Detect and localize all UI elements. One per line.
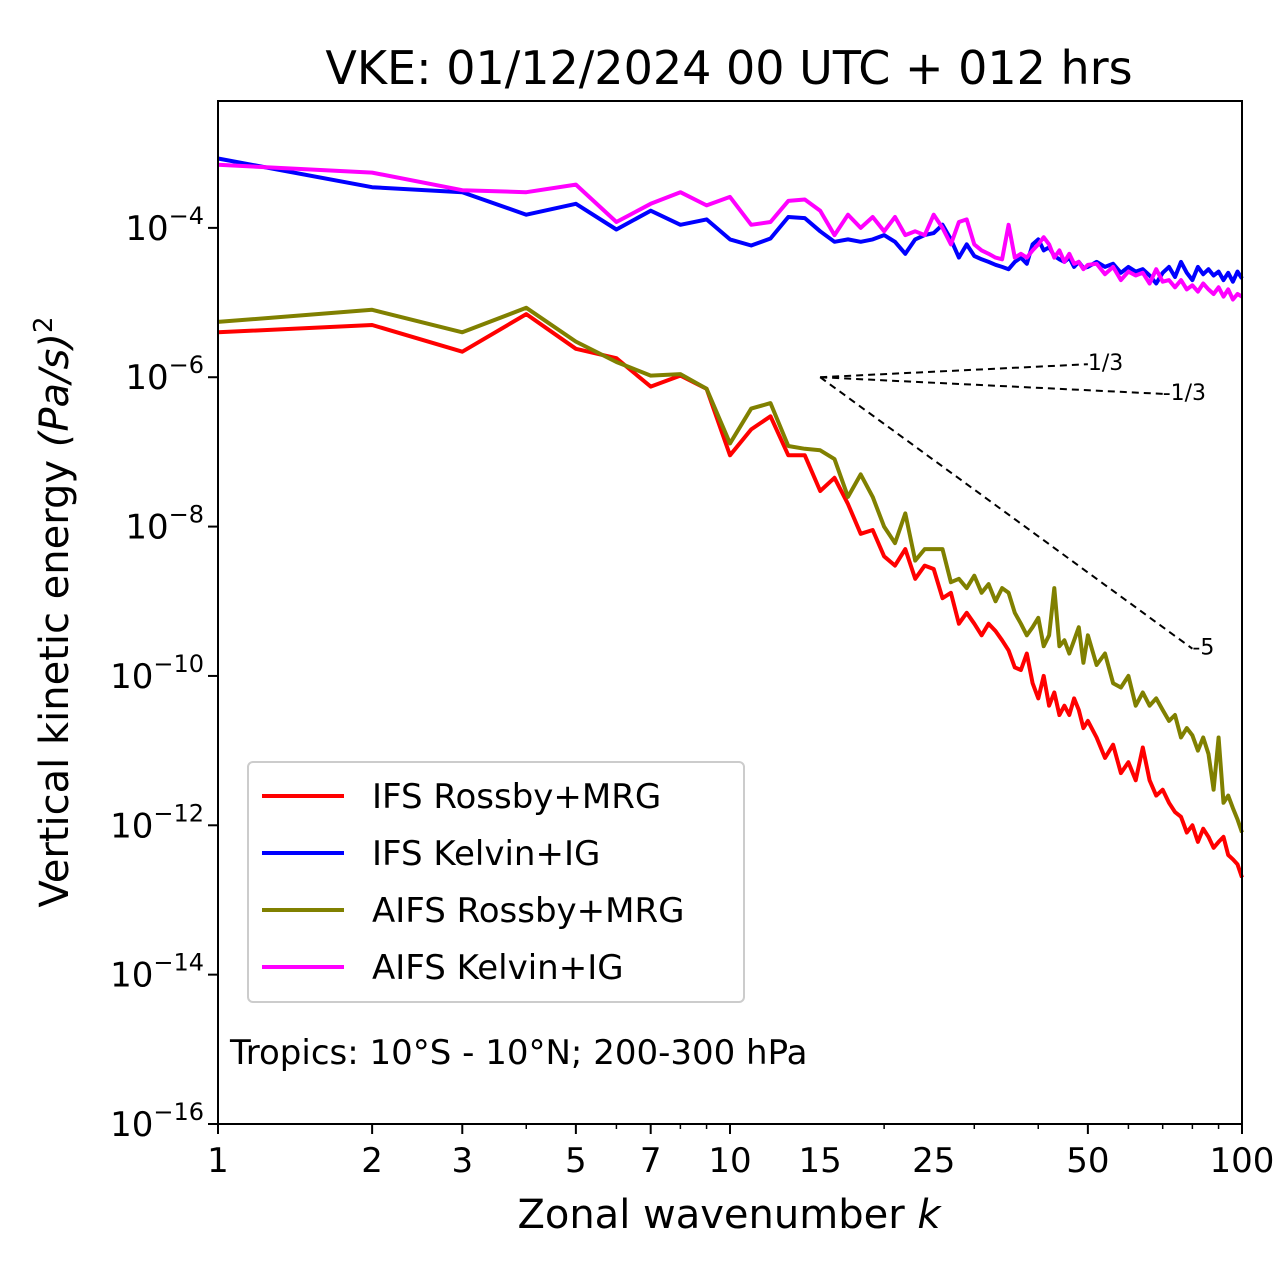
y-tick-label: 10−8 [125, 501, 204, 548]
x-axis-label: Zonal wavenumber k [517, 1192, 942, 1238]
slope-label-2: -5 [1192, 636, 1214, 661]
y-axis-ticks: 10−4 10−6 10−8 10−10 10−12 10−14 10−16 [110, 202, 218, 1145]
legend-label-ifs-rossby-mrg: IFS Rossby+MRG [372, 777, 661, 817]
series-line-ifs-kelvin-ig [217, 156, 1244, 286]
x-axis-label-var: k [917, 1192, 942, 1238]
x-tick-label: 100 [1210, 1141, 1275, 1181]
slope-line-0 [820, 363, 1088, 379]
series-line-ifs-rossby-mrg [217, 312, 1244, 879]
y-tick-label: 10−10 [110, 650, 204, 697]
x-tick-label: 7 [640, 1141, 662, 1181]
x-tick-label: 25 [912, 1141, 955, 1181]
x-tick-label: 5 [565, 1141, 587, 1181]
legend: IFS Rossby+MRG IFS Kelvin+IG AIFS Rossby+M… [247, 761, 745, 1003]
y-axis-label: Vertical kinetic energy (Pa/s)2 [29, 317, 78, 908]
reference-slopes: 1/3 -1/3 -5 [819, 351, 1214, 661]
x-tick-label: 10 [708, 1141, 751, 1181]
series-line-aifs-kelvin-ig [217, 162, 1244, 302]
x-tick-label: 2 [361, 1141, 383, 1181]
y-tick-label: 10−4 [125, 202, 204, 249]
y-tick-label: 10−16 [110, 1098, 204, 1145]
x-tick-label: 1 [207, 1141, 229, 1181]
x-tick-label: 50 [1066, 1141, 1109, 1181]
chart-title: VKE: 01/12/2024 00 UTC + 012 hrs [325, 41, 1132, 95]
x-tick-label: 15 [799, 1141, 842, 1181]
slope-line-1 [820, 376, 1163, 395]
legend-label-aifs-rossby-mrg: AIFS Rossby+MRG [372, 891, 684, 931]
plot-lines [217, 156, 1244, 879]
slope-line-2 [819, 376, 1193, 650]
slope-label-0: 1/3 [1088, 351, 1123, 376]
slope-label-1: -1/3 [1163, 381, 1206, 406]
y-axis-label-text: Vertical kinetic energy [32, 447, 78, 907]
x-axis-ticks: 1 2 3 5 7 10 15 25 50 100 [207, 1124, 1274, 1181]
x-axis-label-text: Zonal wavenumber [517, 1192, 917, 1238]
series-line-aifs-rossby-mrg [217, 305, 1244, 834]
x-tick-label: 3 [451, 1141, 473, 1181]
y-tick-label: 10−14 [110, 949, 204, 996]
y-tick-label: 10−12 [110, 799, 204, 846]
region-annotation: Tropics: 10°S - 10°N; 200-300 hPa [229, 1033, 807, 1073]
y-axis-label-exp: 2 [29, 317, 59, 334]
y-tick-label: 10−6 [125, 351, 204, 398]
legend-label-ifs-kelvin-ig: IFS Kelvin+IG [372, 834, 600, 874]
y-axis-label-var: (Pa/s) [32, 333, 78, 447]
legend-box [247, 761, 745, 1003]
legend-label-aifs-kelvin-ig: AIFS Kelvin+IG [372, 948, 624, 988]
